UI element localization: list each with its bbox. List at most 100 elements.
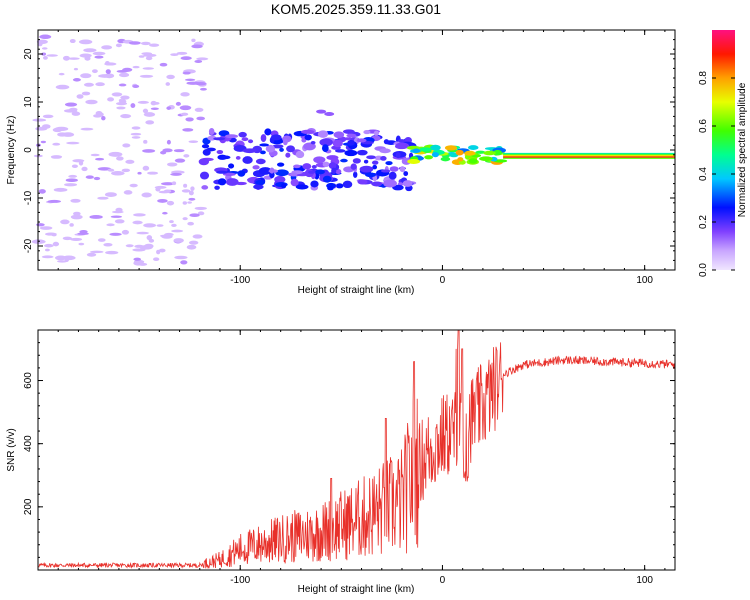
spectrogram-blob xyxy=(388,171,397,180)
spectrogram-blob xyxy=(153,257,160,262)
spectrogram-blob xyxy=(187,221,194,226)
spectrogram-blob xyxy=(184,78,196,82)
spectrogram-blob xyxy=(101,115,106,121)
colorbar-tick-label: 0.8 xyxy=(698,71,709,85)
spectrogram-line xyxy=(503,152,675,155)
spectrogram-blob xyxy=(71,164,78,168)
spectrogram-blob xyxy=(380,169,391,173)
spectrogram-blob xyxy=(79,229,88,234)
spectrogram-blob xyxy=(183,183,188,188)
spectrogram-blob xyxy=(97,112,104,117)
spectrogram-blob xyxy=(141,192,152,198)
spectrogram-blob xyxy=(218,130,230,137)
spectrogram-blob xyxy=(145,56,153,61)
spectrogram-blob xyxy=(350,163,357,170)
spectrogram-line xyxy=(503,155,675,157)
spectrogram-blob xyxy=(92,51,106,56)
spectrogram-blob xyxy=(174,158,186,163)
spectrogram-blob xyxy=(101,45,113,50)
spectrogram-blob xyxy=(269,167,275,174)
spectrogram-blob xyxy=(324,112,335,116)
spectrogram-blob xyxy=(270,134,282,141)
spectrogram-blob xyxy=(109,232,122,236)
spectrogram-blob xyxy=(399,166,406,173)
spectrogram-blob xyxy=(221,155,231,160)
x-tick-label: 0 xyxy=(440,275,446,286)
y-tick-label: 0 xyxy=(23,147,34,153)
spectrogram-blob xyxy=(62,236,73,241)
spectrogram-blob xyxy=(293,164,301,169)
spectrogram-blob xyxy=(64,183,78,187)
spectrogram-background xyxy=(38,30,675,270)
spectrogram-blob xyxy=(191,38,196,43)
spectrogram-blob xyxy=(353,171,358,178)
spectrogram-blob xyxy=(424,155,434,160)
spectrogram-blob xyxy=(403,171,409,177)
spectrogram-blob xyxy=(43,55,48,60)
spectrogram-blob xyxy=(235,156,241,160)
spectrogram-blob xyxy=(80,127,94,131)
spectrogram-blob xyxy=(468,145,479,151)
spectrogram-blob xyxy=(138,55,145,58)
spectrogram-blob xyxy=(255,158,266,165)
spectrogram-blob xyxy=(39,34,52,40)
spectrogram-blob xyxy=(340,158,348,163)
spectrogram-blob xyxy=(90,250,104,254)
spectrogram-blob xyxy=(380,156,387,161)
spectrogram-marks xyxy=(31,34,675,266)
colorbar-tick-label: 0.2 xyxy=(698,215,709,229)
chart-title: KOM5.2025.359.11.33.G01 xyxy=(271,1,441,17)
spectrogram-blob xyxy=(161,182,175,186)
spectrogram-blob xyxy=(191,44,203,49)
spectrogram-blob xyxy=(383,139,390,145)
spectrogram-blob xyxy=(182,217,188,221)
spectrogram-blob xyxy=(238,131,247,138)
snr-frame xyxy=(37,329,676,571)
spectrogram-blob xyxy=(83,48,97,53)
spectrogram-blob xyxy=(130,132,142,136)
y-tick-label: -10 xyxy=(23,190,34,205)
spectrogram-blob xyxy=(322,175,332,183)
spectrogram-blob xyxy=(111,171,125,176)
spectrogram-blob xyxy=(94,55,104,59)
spectrogram-blob xyxy=(137,100,149,104)
spectrogram-blob xyxy=(171,223,177,228)
spectrogram-blob xyxy=(93,176,101,181)
spectrogram-line xyxy=(503,156,675,158)
snr-panel: -100 0 100 200 400 600 Height of straight lin… xyxy=(6,329,676,595)
spectrogram-blob xyxy=(213,137,226,141)
spectrogram-blob xyxy=(313,156,326,164)
spectrogram-blob xyxy=(70,237,83,241)
spectrogram-blob xyxy=(176,51,188,55)
y-tick-label: 400 xyxy=(23,435,34,452)
spectrogram-blob xyxy=(290,178,299,187)
spectrogram-blob xyxy=(253,184,264,190)
spectrogram-blob xyxy=(331,167,337,175)
spectrogram-blob xyxy=(208,128,215,135)
spectrogram-blob xyxy=(166,74,175,80)
spectrogram-blob xyxy=(156,224,164,227)
spectrogram-blob xyxy=(104,73,115,79)
y-tick-label: -20 xyxy=(23,238,34,253)
spectrogram-blob xyxy=(174,255,188,260)
spectrogram-blob xyxy=(54,126,69,132)
spectrogram-blob xyxy=(150,100,157,106)
spectrogram-blob xyxy=(103,242,113,247)
spectrogram-blob xyxy=(116,106,126,110)
spectrogram-blob xyxy=(157,198,168,203)
spectrogram-blob xyxy=(175,101,181,106)
colorbar-tick-label: 0.6 xyxy=(698,119,709,133)
spectrogram-blob xyxy=(142,165,150,171)
spectrogram-blob xyxy=(300,129,315,134)
spectrogram-blob xyxy=(142,108,149,114)
spectrogram-blob xyxy=(41,255,54,259)
spectrogram-blob xyxy=(295,184,309,190)
spectrogram-xlabel: Height of straight line (km) xyxy=(298,285,415,296)
spectrogram-blob xyxy=(363,129,371,135)
spectrogram-blob xyxy=(70,214,83,220)
y-tick-label: 20 xyxy=(23,48,34,60)
spectrogram-blob xyxy=(171,229,184,233)
spectrogram-blob xyxy=(39,226,53,230)
